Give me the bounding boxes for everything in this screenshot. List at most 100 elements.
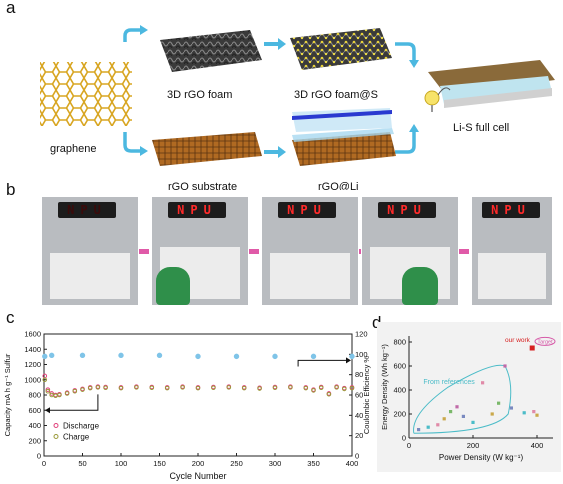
legend-marker	[53, 423, 59, 428]
ce-point	[349, 353, 355, 360]
charge-point	[95, 385, 101, 390]
ce-point	[233, 353, 240, 360]
y-tick-label: 0	[402, 434, 406, 443]
x-tick-label: 50	[78, 459, 86, 468]
y-tick-right-label: 0	[355, 452, 359, 461]
charge-point	[257, 386, 262, 391]
reference-point	[532, 410, 536, 414]
y-tick-right-label: 100	[355, 350, 368, 359]
arrow-2	[249, 249, 259, 254]
y-tick-left-label: 800	[28, 391, 41, 400]
x-tick-label: 100	[115, 459, 128, 468]
reference-point	[455, 405, 459, 409]
charge-point	[180, 385, 185, 390]
charge-point	[349, 385, 355, 391]
panel-d-label: d	[372, 313, 382, 332]
charge-point	[72, 388, 78, 394]
capacity-arrowhead	[45, 407, 50, 414]
y-tick-left-label: 1000	[24, 375, 41, 384]
ce-point	[272, 353, 278, 360]
full-cell-label: Li-S full cell	[453, 122, 509, 134]
ragone-chart: 0 200 400 0 200 400 600 800 Power Density (W kg⁻…	[377, 322, 561, 472]
rgo-foam-image	[160, 30, 262, 72]
reference-point	[449, 410, 453, 414]
y-tick-label: 600	[393, 362, 406, 371]
reference-point	[535, 413, 539, 417]
charge-point	[334, 385, 339, 390]
led-letter-p: P	[190, 203, 204, 217]
y-tick-left-label: 200	[28, 436, 41, 445]
led-letter-p: P	[400, 203, 414, 217]
rgo-li-image	[292, 108, 396, 166]
led-letter-n: N	[491, 203, 505, 217]
ce-point	[49, 352, 55, 359]
y-tick-left-label: 1400	[24, 345, 41, 354]
led-letter-u: U	[413, 203, 427, 217]
rgo-li-label: rGO@Li	[318, 181, 359, 190]
reference-point	[417, 428, 421, 432]
panel-a-illustration: graphene 3D rGO foam 3D rGO foam@S Li-S …	[40, 25, 555, 190]
led-letter-p: P	[300, 203, 314, 217]
legend-label: Charge	[63, 433, 90, 442]
lis-full-cell-image	[424, 60, 555, 112]
y-tick-label: 400	[393, 386, 406, 395]
legend-label: Discharge	[63, 422, 100, 431]
foam-label: 3D rGO foam	[167, 89, 232, 101]
rgo-substrate-image	[152, 132, 262, 166]
x-tick-label: 200	[467, 441, 480, 450]
ce-arrow	[297, 359, 349, 367]
arrow-3	[359, 249, 361, 254]
y-tick-left-label: 1600	[24, 330, 41, 339]
reference-point	[522, 411, 526, 415]
led-letter-u: U	[313, 203, 327, 217]
our-work-label: our work	[505, 337, 531, 344]
led-letter-n: N	[67, 203, 81, 217]
ce-point	[310, 353, 317, 360]
x-tick-label: 400	[531, 441, 544, 450]
y-tick-right-label: 60	[355, 391, 363, 400]
x-tick-label: 400	[346, 459, 359, 468]
led-letter-u: U	[93, 203, 107, 217]
led-letter-p: P	[80, 203, 94, 217]
led-letter-p: P	[504, 203, 518, 217]
charge-point	[241, 385, 247, 391]
ce-point	[79, 352, 86, 359]
legend-marker	[53, 434, 59, 439]
led-letter-n: N	[387, 203, 401, 217]
y-tick-left-label: 400	[28, 421, 41, 430]
reference-point	[490, 412, 494, 416]
y-tick-right-label: 80	[355, 370, 363, 379]
reference-point	[461, 414, 465, 418]
x-axis-label: Cycle Number	[169, 471, 226, 481]
y-tick-label: 200	[393, 410, 406, 419]
charge-point	[87, 385, 93, 391]
ce-point	[195, 353, 201, 360]
target-label: Target	[537, 339, 553, 345]
y-axis-left-label: Capacity mA h g⁻¹ Sulfur	[3, 353, 12, 436]
arrow-1	[139, 249, 149, 254]
x-tick-label: 200	[192, 459, 205, 468]
charge-point	[195, 385, 201, 391]
led-letter-n: N	[177, 203, 191, 217]
photo-2: NPU	[152, 197, 248, 305]
photo-3: NPU	[262, 197, 358, 305]
charge-point	[326, 391, 332, 397]
x-axis-label: Power Density (W kg⁻¹)	[439, 453, 524, 462]
charge-point	[342, 386, 347, 392]
y-tick-right-label: 20	[355, 431, 363, 440]
x-tick-label: 350	[307, 459, 320, 468]
arrow-4	[459, 249, 469, 254]
reference-point	[436, 423, 440, 427]
x-tick-label: 0	[407, 441, 411, 450]
capacity-arrow	[45, 394, 99, 411]
ce-point	[156, 352, 163, 359]
ce-arrowhead	[346, 357, 351, 364]
reference-point	[471, 420, 475, 424]
cycling-chart: 0 50 100 150 200 250 300 350 4000200400600800100…	[3, 330, 371, 482]
led-letter-n: N	[287, 203, 301, 217]
reference-point	[442, 417, 446, 421]
ce-point	[118, 352, 124, 359]
reference-point	[481, 381, 485, 385]
panel-c-label: c	[6, 308, 15, 327]
discharge-point	[49, 391, 55, 396]
